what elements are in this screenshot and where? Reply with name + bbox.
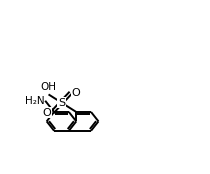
Text: O: O xyxy=(42,108,51,118)
Text: OH: OH xyxy=(41,82,56,92)
Text: S: S xyxy=(58,98,65,108)
Text: O: O xyxy=(72,88,80,97)
Text: H₂N: H₂N xyxy=(25,96,44,106)
